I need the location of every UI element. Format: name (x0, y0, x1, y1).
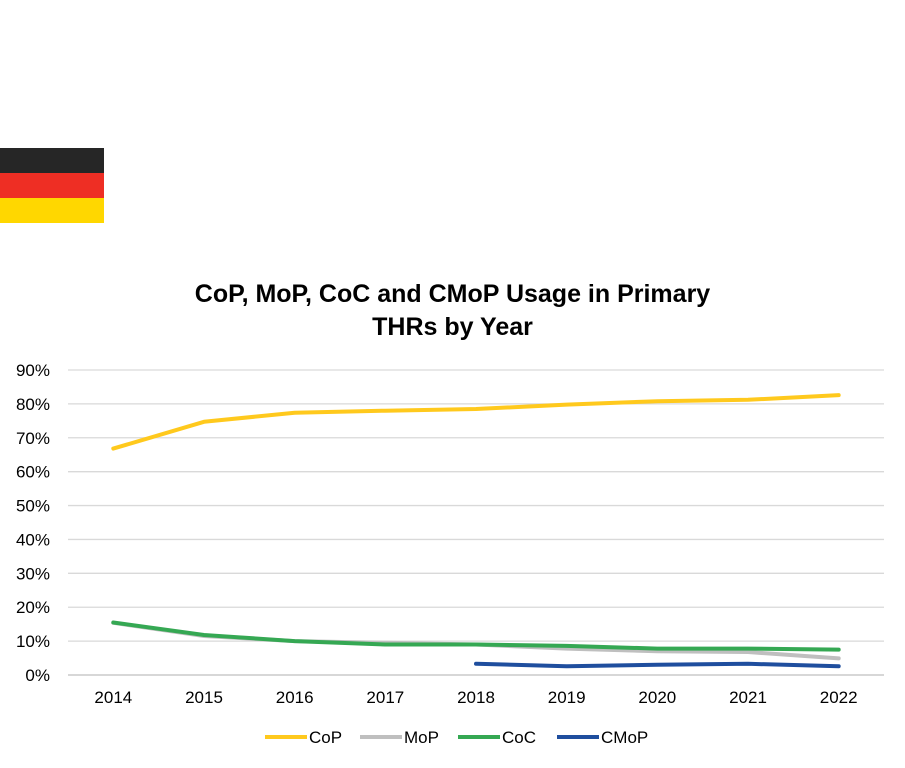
y-tick-label: 20% (16, 598, 50, 617)
y-tick-label: 0% (25, 666, 50, 685)
y-tick-label: 80% (16, 395, 50, 414)
x-tick-label: 2014 (94, 688, 132, 707)
gridlines (68, 369, 884, 676)
y-tick-label: 10% (16, 632, 50, 651)
chart-title: CoP, MoP, CoC and CMoP Usage in Primary … (0, 278, 905, 344)
legend-label-cop: CoP (309, 728, 342, 747)
x-tick-label: 2020 (638, 688, 676, 707)
legend: CoP MoP CoC CMoP (265, 728, 648, 747)
germany-flag (0, 148, 104, 223)
y-tick-label: 90% (16, 361, 50, 380)
x-tick-label: 2017 (366, 688, 404, 707)
y-tick-label: 50% (16, 497, 50, 516)
series-line-cop (111, 393, 841, 451)
chart-title-line-2: THRs by Year (372, 313, 533, 341)
legend-label-mop: MoP (404, 728, 439, 747)
chart-title-line-1: CoP, MoP, CoC and CMoP Usage in Primary (194, 280, 711, 308)
x-tick-label: 2018 (457, 688, 495, 707)
legend-label-cmop: CMoP (601, 728, 648, 747)
flag-stripe-gold (0, 198, 104, 223)
series-line-coc (111, 620, 841, 652)
y-axis-ticks: 0% 10% 20% 30% 40% 50% 60% 70% 80% 90% (16, 361, 50, 685)
flag-stripe-red (0, 173, 104, 198)
flag-stripe-black (0, 148, 104, 173)
x-tick-label: 2022 (820, 688, 858, 707)
x-axis-ticks: 2014 2015 2016 2017 2018 2019 2020 2021 2022 (94, 688, 857, 707)
series-line-cmop (474, 661, 841, 669)
x-tick-label: 2019 (548, 688, 586, 707)
y-tick-label: 70% (16, 429, 50, 448)
x-tick-label: 2015 (185, 688, 223, 707)
y-tick-label: 30% (16, 564, 50, 583)
y-tick-label: 60% (16, 463, 50, 482)
legend-label-coc: CoC (502, 728, 536, 747)
y-tick-label: 40% (16, 530, 50, 549)
series-lines (111, 393, 841, 669)
x-tick-label: 2021 (729, 688, 767, 707)
x-tick-label: 2016 (276, 688, 314, 707)
